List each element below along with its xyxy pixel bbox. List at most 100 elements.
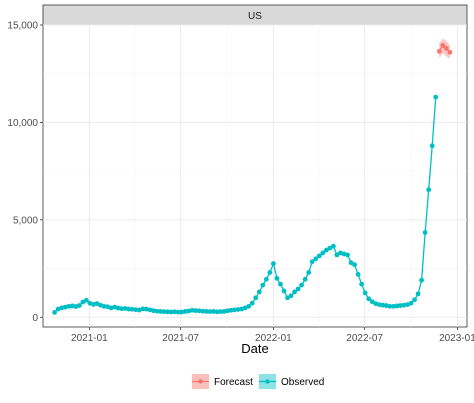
observed-point	[115, 305, 121, 311]
observed-point	[355, 271, 361, 277]
observed-point	[401, 302, 407, 308]
observed-point	[246, 303, 252, 309]
observed-point	[285, 295, 290, 301]
observed-point	[232, 307, 237, 313]
legend-item-observed: Observed	[259, 374, 324, 389]
y-tick-label: 0	[32, 313, 38, 324]
observed-point	[299, 282, 305, 288]
observed-point	[320, 250, 326, 256]
observed-point	[288, 293, 294, 299]
observed-point	[263, 276, 269, 282]
observed-point	[260, 282, 266, 288]
observed-point	[175, 309, 181, 315]
observed-point	[412, 297, 417, 303]
observed-point	[126, 306, 132, 312]
observed-point	[140, 306, 146, 312]
observed-point	[426, 187, 432, 193]
observed-point	[366, 296, 372, 302]
observed-point	[316, 253, 322, 259]
legend: Forecast Observed	[192, 374, 324, 389]
observed-point	[398, 303, 403, 308]
observed-point	[330, 243, 336, 249]
observed-point	[203, 309, 209, 314]
forecast-point	[436, 48, 442, 54]
observed-point	[172, 309, 177, 315]
observed-point	[253, 295, 259, 301]
observed-point	[168, 309, 174, 315]
observed-point	[433, 94, 439, 100]
observed-point	[390, 303, 396, 309]
x-tick-label: 2021-01	[71, 333, 108, 344]
observed-point	[429, 143, 435, 149]
observed-point	[182, 309, 188, 314]
observed-point	[387, 303, 393, 309]
observed-point	[189, 307, 195, 313]
observed-point	[362, 290, 368, 296]
x-tick-label: 2023-01	[439, 333, 474, 344]
observed-point	[369, 299, 375, 305]
forecast-point	[447, 49, 453, 55]
legend-label-observed: Observed	[281, 377, 324, 388]
observed-point	[271, 261, 276, 267]
observed-point	[327, 245, 333, 251]
observed-point	[207, 309, 213, 315]
forecast-point	[440, 43, 446, 48]
observed-point	[66, 303, 72, 309]
observed-point	[306, 270, 312, 275]
observed-point	[309, 259, 315, 265]
observed-point	[158, 309, 163, 314]
observed-point	[225, 308, 230, 314]
observed-point	[196, 308, 202, 314]
observed-point	[179, 309, 185, 315]
observed-point	[323, 247, 329, 253]
observed-point	[211, 309, 216, 314]
observed-point	[221, 309, 227, 314]
observed-point	[380, 302, 386, 308]
observed-point	[193, 308, 199, 314]
x-tick-label: 2022-01	[255, 333, 292, 344]
observed-point	[302, 276, 308, 282]
observed-point	[161, 309, 167, 315]
y-tick-label: 15,000	[7, 21, 38, 32]
plot-panel	[42, 24, 468, 328]
facet-label: US	[248, 11, 262, 22]
observed-point	[415, 291, 421, 297]
observed-point	[274, 275, 280, 281]
observed-point	[295, 286, 301, 292]
observed-point	[278, 281, 283, 287]
observed-point	[218, 309, 223, 315]
observed-point	[69, 303, 75, 309]
observed-point	[334, 252, 340, 258]
x-tick-label: 2021-07	[162, 333, 199, 344]
observed-point	[345, 252, 350, 258]
observed-point	[256, 289, 262, 295]
observed-point	[133, 307, 139, 313]
observed-point	[313, 256, 319, 262]
observed-point	[101, 303, 107, 309]
observed-point	[394, 303, 400, 309]
x-axis-title: Date	[241, 341, 268, 356]
observed-point	[249, 300, 255, 306]
observed-point	[359, 281, 365, 287]
x-axis-ticks: 2021-01 2021-07 2022-01 2022-07 2023-01	[71, 327, 474, 344]
observed-point	[352, 262, 357, 268]
observed-point	[129, 306, 135, 312]
series-points	[52, 43, 453, 315]
observed-point	[151, 308, 156, 314]
observed-point	[214, 309, 220, 315]
gridlines	[43, 24, 467, 327]
observed-point	[52, 309, 57, 315]
x-tick-label: 2022-07	[346, 333, 383, 344]
legend-item-forecast: Forecast	[192, 374, 253, 389]
y-tick-label: 5,000	[13, 215, 38, 226]
observed-point	[267, 270, 273, 275]
observed-point	[119, 306, 125, 312]
legend-label-forecast: Forecast	[214, 377, 253, 388]
observed-point	[281, 288, 287, 294]
observed-point	[76, 303, 82, 308]
observed-point	[228, 307, 234, 313]
observed-point	[235, 307, 241, 312]
observed-point	[122, 306, 128, 311]
observed-point	[408, 300, 414, 306]
observed-point	[154, 308, 160, 314]
